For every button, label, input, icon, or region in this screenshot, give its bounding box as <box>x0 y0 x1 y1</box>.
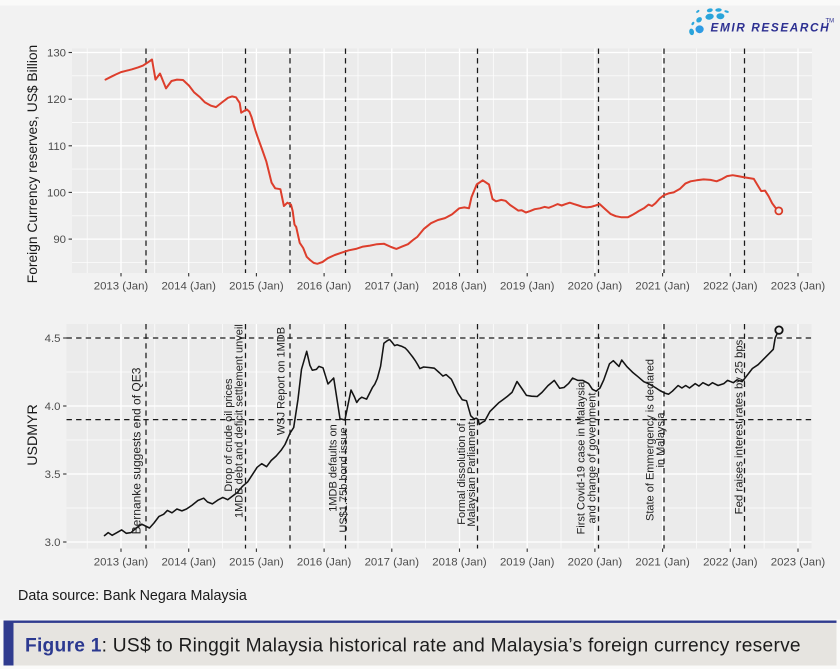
svg-text:110: 110 <box>48 141 66 153</box>
svg-text:4.5: 4.5 <box>45 333 61 345</box>
svg-text:Malaysian Parliament: Malaysian Parliament <box>466 421 478 526</box>
svg-text:EMIR RESEARCH: EMIR RESEARCH <box>711 20 831 34</box>
svg-text:US$1.75b bond issue: US$1.75b bond issue <box>338 427 350 532</box>
svg-text:USDMYR: USDMYR <box>25 404 41 465</box>
svg-text:Foreign Currency reserves, US$: Foreign Currency reserves, US$ Billion <box>25 45 40 283</box>
svg-text:Drop of crude oil prices: Drop of crude oil prices <box>223 378 235 492</box>
svg-text:2017 (Jan): 2017 (Jan) <box>365 281 420 293</box>
svg-text:2017 (Jan): 2017 (Jan) <box>365 557 420 569</box>
svg-text:2015 (Jan): 2015 (Jan) <box>229 557 284 569</box>
svg-text:2015 (Jan): 2015 (Jan) <box>229 281 284 293</box>
svg-text:2021 (Jan): 2021 (Jan) <box>635 281 690 293</box>
svg-text:120: 120 <box>47 94 66 106</box>
svg-text:2013 (Jan): 2013 (Jan) <box>94 557 149 569</box>
svg-text:Fed raises interest rates by 2: Fed raises interest rates by 25 bps <box>734 339 746 514</box>
svg-text:WSJ Report on 1MDB: WSJ Report on 1MDB <box>276 327 288 435</box>
svg-text:2021 (Jan): 2021 (Jan) <box>635 557 690 569</box>
svg-text:2019 (Jan): 2019 (Jan) <box>500 557 555 569</box>
svg-text:2020 (Jan): 2020 (Jan) <box>568 557 623 569</box>
svg-text:Figure 1: US$ to Ringgit Malay: Figure 1: US$ to Ringgit Malaysia histor… <box>25 636 801 657</box>
svg-text:2013 (Jan): 2013 (Jan) <box>94 281 149 293</box>
svg-text:90: 90 <box>53 234 66 246</box>
svg-text:and change of government: and change of government <box>587 393 599 524</box>
svg-text:2023 (Jan): 2023 (Jan) <box>771 557 826 569</box>
svg-text:100: 100 <box>47 187 66 199</box>
svg-text:TM: TM <box>826 19 835 25</box>
svg-text:1MDB defaults on: 1MDB defaults on <box>328 424 340 511</box>
svg-text:2018 (Jan): 2018 (Jan) <box>432 557 487 569</box>
svg-text:2022 (Jan): 2022 (Jan) <box>703 281 758 293</box>
svg-text:2014 (Jan): 2014 (Jan) <box>161 281 216 293</box>
svg-text:State of Emmergency is declare: State of Emmergency is declared <box>645 359 657 521</box>
svg-text:130: 130 <box>47 48 66 60</box>
svg-text:Bernanke suggests end of QE3: Bernanke suggests end of QE3 <box>130 367 144 534</box>
svg-text:1MDB debt and deficit settleme: 1MDB debt and deficit settlement unveile… <box>234 312 246 518</box>
svg-text:3.5: 3.5 <box>45 469 61 481</box>
svg-text:2020 (Jan): 2020 (Jan) <box>568 281 623 293</box>
svg-text:Data source: Bank Negara Malay: Data source: Bank Negara Malaysia <box>18 588 247 604</box>
svg-text:2014 (Jan): 2014 (Jan) <box>161 557 216 569</box>
svg-text:2018 (Jan): 2018 (Jan) <box>432 281 487 293</box>
svg-text:First Covid-19 case in Malaysi: First Covid-19 case in Malaysia <box>576 381 588 535</box>
svg-text:2023 (Jan): 2023 (Jan) <box>771 281 826 293</box>
svg-text:3.0: 3.0 <box>45 537 61 549</box>
svg-text:Formal dissolution of: Formal dissolution of <box>456 422 468 524</box>
svg-text:2019 (Jan): 2019 (Jan) <box>500 281 555 293</box>
svg-text:2022 (Jan): 2022 (Jan) <box>703 557 758 569</box>
svg-text:2016 (Jan): 2016 (Jan) <box>297 281 352 293</box>
svg-text:2016 (Jan): 2016 (Jan) <box>297 557 352 569</box>
svg-text:in Malaysia: in Malaysia <box>655 412 667 468</box>
svg-text:4.0: 4.0 <box>45 401 61 413</box>
